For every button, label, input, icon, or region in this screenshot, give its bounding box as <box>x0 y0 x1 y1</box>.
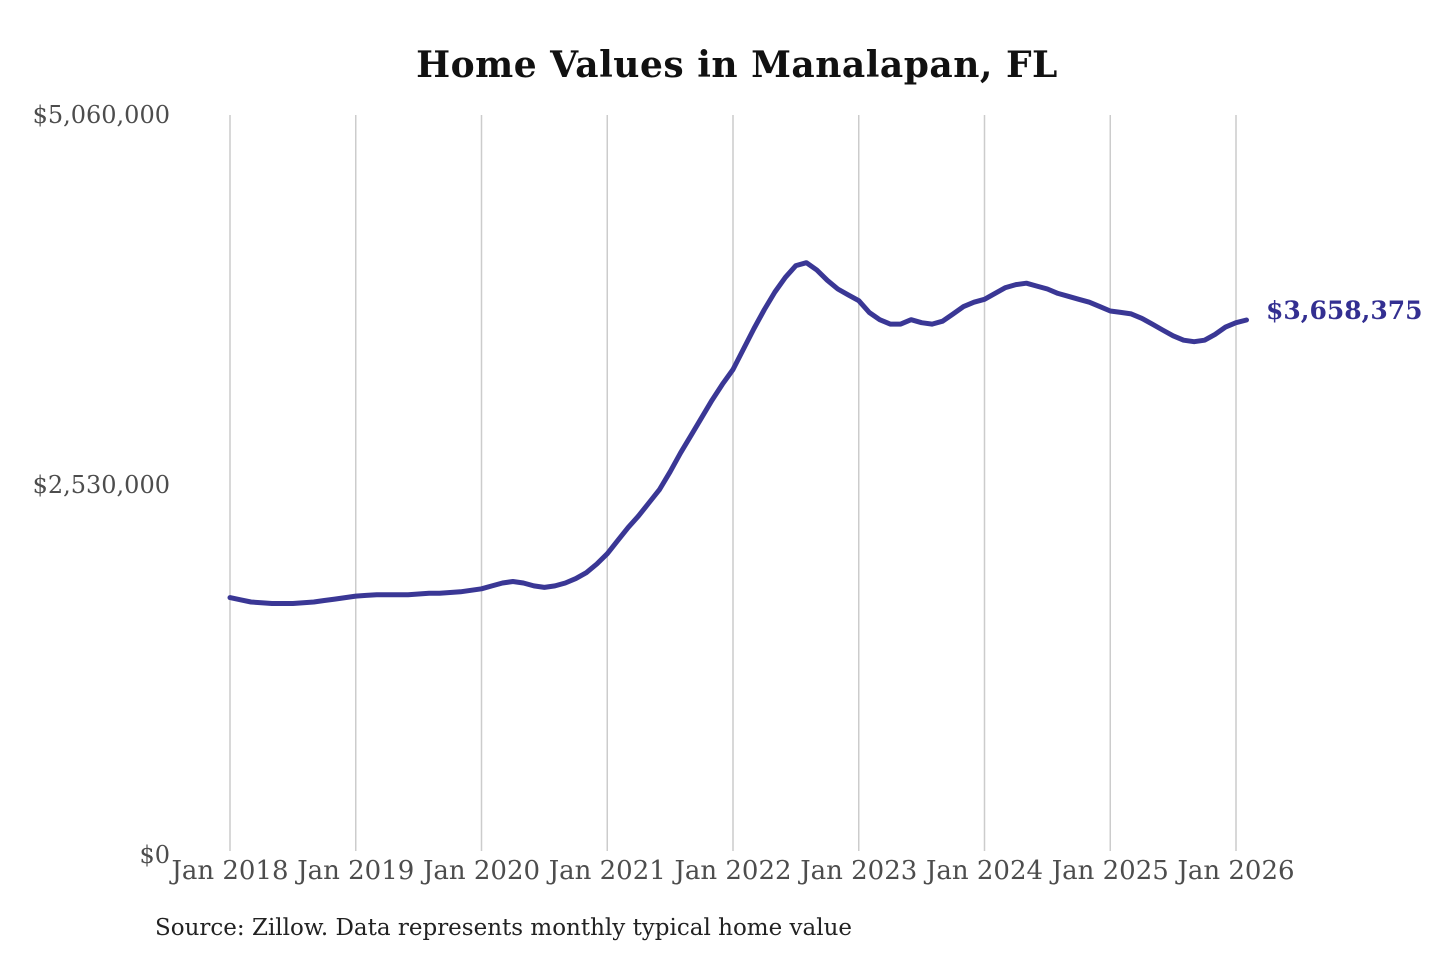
x-tick-label-jan-2022: Jan 2022 <box>674 856 792 886</box>
latest-value-label: $3,658,375 <box>1266 295 1423 325</box>
home-value-line <box>227 260 1249 606</box>
x-tick-label-jan-2025: Jan 2025 <box>1051 856 1169 886</box>
chart-title: Home Values in Manalapan, FL <box>416 44 1058 86</box>
x-tick-label-jan-2019: Jan 2019 <box>297 856 415 886</box>
x-tick-label-jan-2024: Jan 2024 <box>925 856 1044 886</box>
y-tick-label: $2,530,000 <box>32 471 170 499</box>
x-tick-label-jan-2023: Jan 2023 <box>800 856 918 886</box>
x-tick-label-jan-2026: Jan 2026 <box>1177 856 1295 886</box>
x-tick-label-jan-2021: Jan 2021 <box>548 856 666 886</box>
y-tick-label: $0 <box>139 841 170 869</box>
x-tick-label-jan-2020: Jan 2020 <box>422 856 541 886</box>
source-note: Source: Zillow. Data represents monthly … <box>155 915 853 941</box>
y-tick-label: $5,060,000 <box>32 101 170 129</box>
x-tick-label-jan-2018: Jan 2018 <box>171 856 289 886</box>
